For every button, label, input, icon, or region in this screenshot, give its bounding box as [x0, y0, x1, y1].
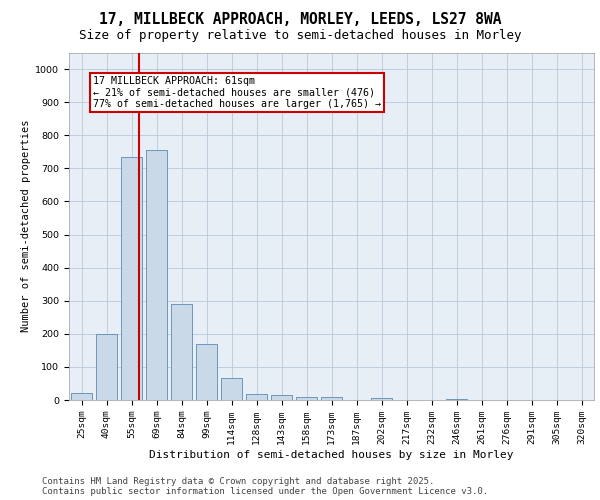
- Bar: [246, 394, 267, 400]
- Bar: [71, 394, 92, 400]
- Bar: [146, 150, 167, 400]
- X-axis label: Distribution of semi-detached houses by size in Morley: Distribution of semi-detached houses by …: [149, 450, 514, 460]
- Bar: [96, 334, 117, 400]
- Bar: [321, 398, 342, 400]
- Text: Size of property relative to semi-detached houses in Morley: Size of property relative to semi-detach…: [79, 29, 521, 42]
- Bar: [446, 399, 467, 400]
- Bar: [196, 344, 217, 400]
- Bar: [221, 378, 242, 400]
- Bar: [271, 396, 292, 400]
- Text: Contains HM Land Registry data © Crown copyright and database right 2025.
Contai: Contains HM Land Registry data © Crown c…: [42, 476, 488, 496]
- Text: 17, MILLBECK APPROACH, MORLEY, LEEDS, LS27 8WA: 17, MILLBECK APPROACH, MORLEY, LEEDS, LS…: [99, 12, 501, 27]
- Bar: [296, 396, 317, 400]
- Text: 17 MILLBECK APPROACH: 61sqm
← 21% of semi-detached houses are smaller (476)
77% : 17 MILLBECK APPROACH: 61sqm ← 21% of sem…: [93, 76, 381, 109]
- Bar: [121, 157, 142, 400]
- Bar: [171, 304, 192, 400]
- Bar: [371, 398, 392, 400]
- Y-axis label: Number of semi-detached properties: Number of semi-detached properties: [21, 120, 31, 332]
